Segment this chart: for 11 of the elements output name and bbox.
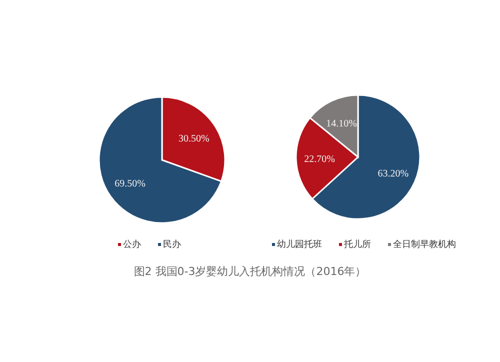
- data-label: 30.50%: [178, 134, 210, 145]
- caption: 图2 我国0-3岁婴幼儿入托机构情况（2016年）: [134, 265, 366, 278]
- legend-label: 托儿所: [343, 239, 371, 250]
- data-label: 14.10%: [326, 118, 357, 130]
- legend-label: 幼儿园托班: [277, 239, 322, 250]
- legend-label: 公办: [123, 239, 141, 250]
- data-label: 69.50%: [114, 178, 146, 190]
- data-label: 63.20%: [378, 168, 409, 180]
- data-label: 22.70%: [304, 154, 335, 166]
- legend-label: 民办: [163, 239, 181, 250]
- legend-label: 全日制早教机构: [393, 239, 456, 250]
